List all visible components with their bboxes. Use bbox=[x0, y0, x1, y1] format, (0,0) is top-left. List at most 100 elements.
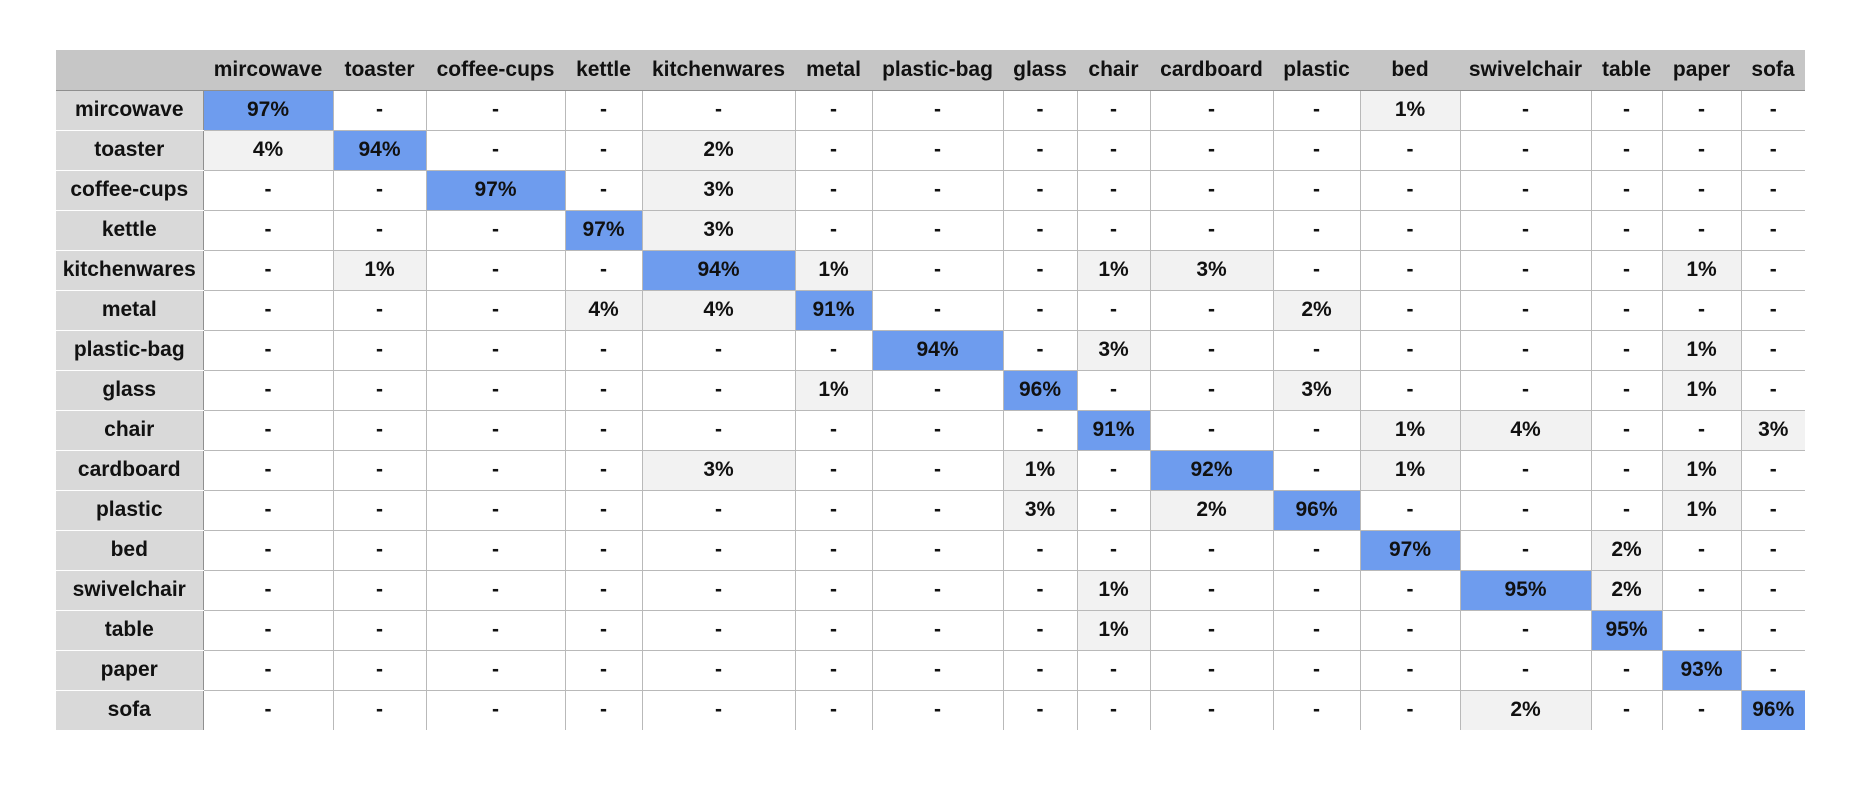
matrix-cell-diagonal: 96% bbox=[1272, 489, 1361, 531]
matrix-cell: 1% bbox=[1359, 409, 1461, 451]
matrix-cell: - bbox=[1359, 609, 1461, 651]
matrix-cell: - bbox=[332, 329, 427, 371]
matrix-cell: - bbox=[1076, 89, 1151, 131]
matrix-row: toaster 4% 94% - -2% - - - - - - - - - - - bbox=[56, 129, 1805, 171]
matrix-cell: - bbox=[1149, 689, 1274, 730]
matrix-cell: - bbox=[1002, 169, 1078, 211]
matrix-cell: - bbox=[564, 689, 643, 730]
row-header: coffee-cups bbox=[56, 170, 204, 211]
matrix-cell: 1% bbox=[1076, 569, 1151, 611]
matrix-cell: - bbox=[1002, 529, 1078, 571]
matrix-cell: - bbox=[425, 409, 566, 451]
matrix-cell-diagonal: 96% bbox=[1002, 369, 1078, 411]
matrix-cell: - bbox=[641, 529, 796, 571]
matrix-cell: - bbox=[1661, 89, 1742, 131]
matrix-cell: - bbox=[202, 249, 334, 291]
matrix-cell: - bbox=[1272, 169, 1361, 211]
matrix-cell: - bbox=[1661, 409, 1742, 451]
matrix-cell-diagonal: 94% bbox=[332, 129, 427, 171]
matrix-cell: 2% bbox=[1149, 489, 1274, 531]
matrix-cell: - bbox=[1740, 289, 1805, 331]
matrix-cell-diagonal: 96% bbox=[1740, 689, 1805, 730]
matrix-cell: - bbox=[202, 609, 334, 651]
row-header: kitchenwares bbox=[56, 250, 204, 291]
matrix-cell: - bbox=[1459, 529, 1592, 571]
matrix-cell: - bbox=[794, 169, 873, 211]
matrix-cell: - bbox=[1740, 489, 1805, 531]
matrix-cell: - bbox=[1590, 89, 1663, 131]
matrix-row: bed - - - - - - - - - - -97% -2% - - bbox=[56, 529, 1805, 571]
matrix-cell: - bbox=[332, 409, 427, 451]
matrix-cell: - bbox=[1661, 569, 1742, 611]
matrix-cell: - bbox=[1002, 689, 1078, 730]
matrix-cell: - bbox=[1149, 329, 1274, 371]
matrix-cell: - bbox=[794, 449, 873, 491]
matrix-cell: - bbox=[425, 249, 566, 291]
matrix-cell: - bbox=[871, 129, 1004, 171]
matrix-cell: - bbox=[564, 89, 643, 131]
matrix-cell: - bbox=[1661, 689, 1742, 730]
matrix-cell: - bbox=[1272, 209, 1361, 251]
row-header: mircowave bbox=[56, 90, 204, 131]
matrix-cell: - bbox=[641, 369, 796, 411]
matrix-cell: - bbox=[1149, 209, 1274, 251]
matrix-cell: - bbox=[1002, 249, 1078, 291]
matrix-cell: - bbox=[871, 449, 1004, 491]
column-header: cardboard bbox=[1150, 50, 1273, 91]
matrix-row: plastic - - - - - - -3% -2% 96% - - -1% - bbox=[56, 489, 1805, 531]
matrix-body: mircowave 97% - - - - - - - - - -1% - - - - toaster 4% 94%… bbox=[56, 89, 1805, 731]
column-header: paper bbox=[1662, 50, 1741, 91]
matrix-cell: - bbox=[1459, 169, 1592, 211]
matrix-cell: - bbox=[794, 609, 873, 651]
matrix-cell: - bbox=[871, 529, 1004, 571]
matrix-cell: 1% bbox=[1359, 449, 1461, 491]
confusion-matrix-table: mircowave toaster coffee-cups kettle kitchen… bbox=[56, 50, 1805, 731]
matrix-cell: - bbox=[1590, 369, 1663, 411]
matrix-cell: 2% bbox=[1590, 529, 1663, 571]
matrix-row: cardboard - - - -3% - -1% -92% -1% - -1% - bbox=[56, 449, 1805, 491]
matrix-cell: - bbox=[1272, 689, 1361, 730]
matrix-cell: - bbox=[425, 569, 566, 611]
matrix-cell: - bbox=[794, 409, 873, 451]
matrix-cell: - bbox=[564, 569, 643, 611]
matrix-cell: - bbox=[871, 209, 1004, 251]
matrix-cell: - bbox=[1359, 209, 1461, 251]
matrix-row: paper - - - - - - - - - - - - - -93% - bbox=[56, 649, 1805, 691]
matrix-cell: - bbox=[871, 409, 1004, 451]
column-header: plastic-bag bbox=[872, 50, 1003, 91]
matrix-cell: 3% bbox=[1740, 409, 1805, 451]
matrix-cell-diagonal: 92% bbox=[1149, 449, 1274, 491]
matrix-cell: 4% bbox=[1459, 409, 1592, 451]
column-header: glass bbox=[1003, 50, 1077, 91]
matrix-cell: 2% bbox=[1272, 289, 1361, 331]
matrix-cell: - bbox=[1359, 369, 1461, 411]
matrix-cell: - bbox=[1272, 609, 1361, 651]
row-header: metal bbox=[56, 290, 204, 331]
matrix-cell: - bbox=[1002, 329, 1078, 371]
matrix-cell: - bbox=[1740, 649, 1805, 691]
matrix-cell: - bbox=[1590, 329, 1663, 371]
row-header: plastic-bag bbox=[56, 330, 204, 371]
column-header: toaster bbox=[333, 50, 426, 91]
matrix-cell: - bbox=[641, 89, 796, 131]
row-header: bed bbox=[56, 530, 204, 571]
matrix-cell: - bbox=[871, 609, 1004, 651]
matrix-cell: - bbox=[1740, 529, 1805, 571]
matrix-cell: - bbox=[1002, 569, 1078, 611]
row-header: chair bbox=[56, 410, 204, 451]
matrix-cell: - bbox=[1459, 209, 1592, 251]
matrix-cell: - bbox=[1661, 169, 1742, 211]
matrix-row: sofa - - - - - - - - - - - -2% - -96% bbox=[56, 689, 1805, 731]
matrix-row: glass - - - - -1% -96% - -3% - - -1% - bbox=[56, 369, 1805, 411]
matrix-cell: - bbox=[1740, 369, 1805, 411]
matrix-cell: - bbox=[641, 689, 796, 730]
matrix-cell: - bbox=[202, 529, 334, 571]
matrix-cell-diagonal: 95% bbox=[1459, 569, 1592, 611]
matrix-cell: - bbox=[1740, 169, 1805, 211]
matrix-cell-diagonal: 97% bbox=[564, 209, 643, 251]
matrix-cell: - bbox=[871, 249, 1004, 291]
matrix-cell: - bbox=[202, 409, 334, 451]
matrix-cell: - bbox=[425, 609, 566, 651]
matrix-cell: - bbox=[794, 89, 873, 131]
matrix-cell: - bbox=[1359, 689, 1461, 730]
